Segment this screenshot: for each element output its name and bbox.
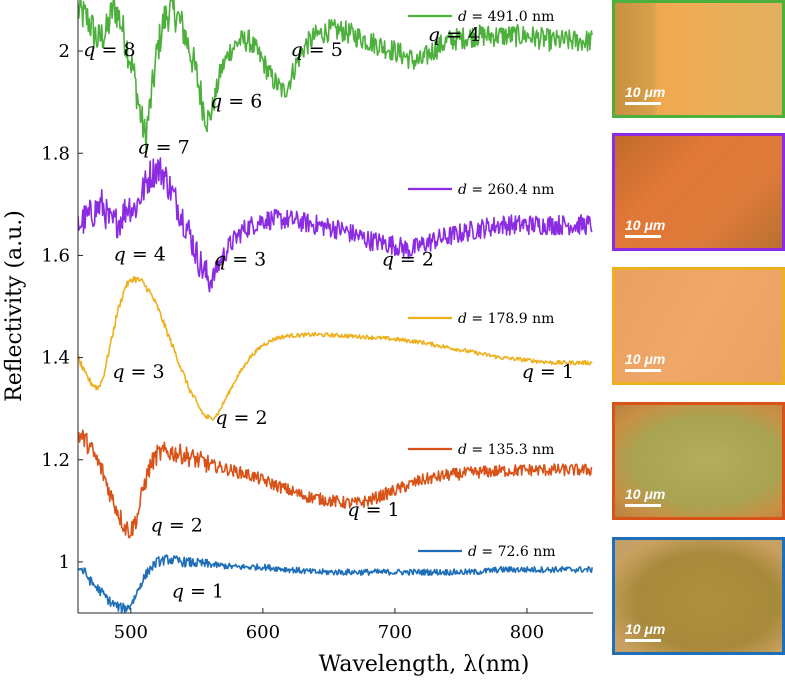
micrograph-image	[615, 540, 782, 652]
scale-label: 10 μm	[625, 486, 666, 502]
legend-label: d = 135.3 nm	[458, 442, 554, 458]
scale-bar	[625, 369, 661, 372]
x-tick-label: 700	[378, 622, 412, 643]
micrograph-image	[615, 405, 782, 517]
legend-entry-4: d = 72.6 nm	[418, 544, 556, 560]
legend-label: d = 491.0 nm	[458, 9, 554, 25]
legend-entry-0: d = 491.0 nm	[408, 9, 554, 25]
legend-entry-3: d = 135.3 nm	[408, 442, 554, 458]
y-tick-label: 1.6	[41, 245, 70, 266]
panel-blue: 10 μm	[612, 537, 785, 655]
order-annotation: q = 3	[214, 249, 266, 271]
y-tick-label: 1.4	[41, 348, 70, 369]
legend-entry-2: d = 178.9 nm	[408, 311, 554, 327]
x-tick-label: 800	[510, 622, 544, 643]
y-axis-label: Reflectivity (a.u.)	[2, 210, 27, 402]
legend-entry-1: d = 260.4 nm	[408, 182, 554, 198]
micrograph-image	[615, 270, 782, 382]
order-annotation: q = 6	[210, 90, 262, 112]
order-annotation: q = 1	[347, 499, 399, 521]
panel-green: 10 μm	[612, 0, 785, 118]
reflectivity-chart: 500 600 700 800 1 1.2 1.4 1.6 1.8 2 d = 491.0 nm d…	[2, 0, 593, 677]
order-annotation: q = 1	[522, 361, 574, 383]
legend-label: d = 260.4 nm	[458, 182, 554, 198]
scale-label: 10 μm	[625, 351, 666, 367]
series-line-0	[78, 0, 593, 151]
legend-label: d = 72.6 nm	[468, 544, 556, 560]
scale-bar	[625, 504, 661, 507]
order-annotation: q = 5	[291, 39, 343, 61]
panel-yellow: 10 μm	[612, 267, 785, 385]
series-line-2	[78, 276, 593, 421]
order-annotation: q = 4	[428, 24, 480, 46]
y-tick-label: 1.8	[41, 143, 70, 164]
order-annotation: q = 3	[112, 361, 164, 383]
series-line-3	[78, 429, 593, 539]
x-tick-label: 600	[246, 622, 280, 643]
micrograph-image	[615, 136, 782, 248]
scale-bar	[625, 639, 661, 642]
order-annotation: q = 4	[114, 244, 166, 266]
panel-purple: 10 μm	[612, 133, 785, 251]
order-annotation: q = 8	[83, 39, 135, 61]
series-line-4	[78, 554, 593, 613]
order-annotation: q = 7	[137, 136, 189, 158]
order-annotation: q = 2	[215, 407, 267, 429]
order-annotation: q = 1	[172, 581, 224, 603]
y-tick-label: 1.2	[41, 450, 70, 471]
order-annotation: q = 2	[382, 249, 434, 271]
panel-orange: 10 μm	[612, 402, 785, 520]
series-line-1	[78, 157, 593, 293]
scale-bar	[625, 235, 661, 238]
legend-label: d = 178.9 nm	[458, 311, 554, 327]
micrograph-image	[615, 3, 782, 115]
y-tick-label: 2	[59, 41, 70, 62]
y-tick-label: 1	[59, 552, 70, 573]
scale-label: 10 μm	[625, 84, 666, 100]
scale-label: 10 μm	[625, 621, 666, 637]
x-tick-label: 500	[114, 622, 148, 643]
x-axis-label: Wavelength, λ(nm)	[319, 652, 530, 677]
order-annotation: q = 2	[151, 514, 203, 536]
scale-bar	[625, 102, 661, 105]
scale-label: 10 μm	[625, 217, 666, 233]
